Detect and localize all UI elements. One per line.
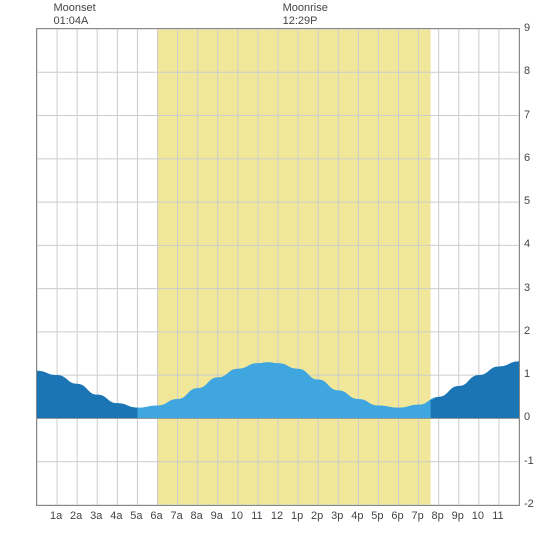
x-tick-label: 7a xyxy=(167,510,187,522)
x-tick-label: 4p xyxy=(347,510,367,522)
tide-chart: -2-101234567891a2a3a4a5a6a7a8a9a1011121p… xyxy=(0,0,550,550)
x-tick-label: 11 xyxy=(247,510,267,522)
x-tick-label: 9p xyxy=(448,510,468,522)
x-tick-label: 2p xyxy=(307,510,327,522)
y-tick-label: 9 xyxy=(524,22,530,34)
x-tick-label: 1p xyxy=(287,510,307,522)
x-tick-label: 8a xyxy=(187,510,207,522)
plot-area xyxy=(36,28,520,506)
daylight-band xyxy=(158,29,431,505)
y-tick-label: 2 xyxy=(524,325,530,337)
y-tick-label: 0 xyxy=(524,411,530,423)
x-tick-label: 3a xyxy=(86,510,106,522)
moonset-label-title: Moonset xyxy=(53,2,95,15)
x-tick-label: 10 xyxy=(468,510,488,522)
y-tick-label: 7 xyxy=(524,109,530,121)
x-tick-label: 6a xyxy=(147,510,167,522)
moonset-label: Moonset01:04A xyxy=(53,2,95,28)
x-tick-label: 3p xyxy=(327,510,347,522)
moonrise-label-title: Moonrise xyxy=(283,2,328,15)
y-tick-label: -1 xyxy=(524,455,534,467)
y-tick-label: 1 xyxy=(524,368,530,380)
y-tick-label: -2 xyxy=(524,498,534,510)
x-tick-label: 5p xyxy=(367,510,387,522)
x-tick-label: 4a xyxy=(106,510,126,522)
y-tick-label: 5 xyxy=(524,195,530,207)
moonrise-label-time: 12:29P xyxy=(283,15,328,28)
y-tick-label: 6 xyxy=(524,152,530,164)
plot-svg xyxy=(37,29,519,505)
x-tick-label: 1a xyxy=(46,510,66,522)
moonset-label-time: 01:04A xyxy=(53,15,95,28)
x-tick-label: 10 xyxy=(227,510,247,522)
x-tick-label: 2a xyxy=(66,510,86,522)
x-tick-label: 7p xyxy=(408,510,428,522)
y-tick-label: 8 xyxy=(524,65,530,77)
x-tick-label: 9a xyxy=(207,510,227,522)
x-tick-label: 8p xyxy=(428,510,448,522)
x-tick-label: 6p xyxy=(388,510,408,522)
y-tick-label: 3 xyxy=(524,282,530,294)
y-tick-label: 4 xyxy=(524,238,530,250)
x-tick-label: 11 xyxy=(488,510,508,522)
x-tick-label: 12 xyxy=(267,510,287,522)
moonrise-label: Moonrise12:29P xyxy=(283,2,328,28)
x-tick-label: 5a xyxy=(126,510,146,522)
